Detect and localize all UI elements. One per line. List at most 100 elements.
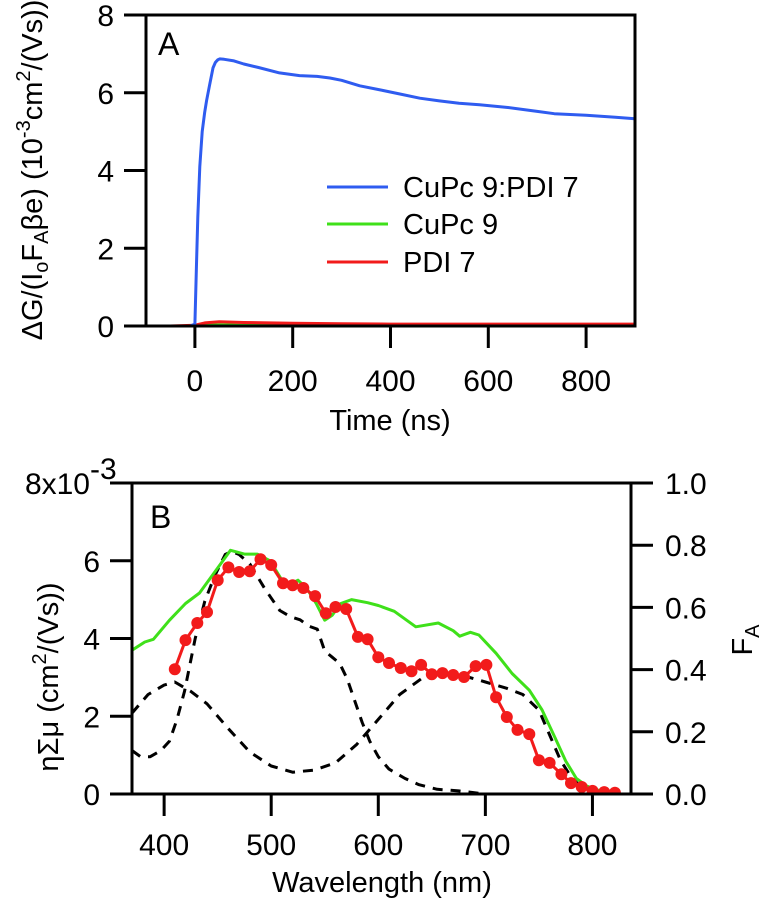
data-point	[480, 658, 493, 671]
data-point	[523, 728, 536, 741]
y-tick-label: 2	[97, 233, 114, 266]
x-tick-label: 600	[463, 365, 513, 398]
series-line-f-a-cupc-like-dashed	[132, 671, 631, 794]
y-tick-label: 0	[83, 779, 100, 812]
data-point	[405, 665, 418, 678]
y-tick-label: 8x10	[25, 468, 90, 501]
panel-a-y-axis-label: ΔG/(IoFAβe) (10-3cm2/(Vs))	[13, 0, 53, 340]
data-point	[222, 561, 235, 574]
y2-label-sub: A	[742, 624, 764, 638]
y2-tick-label: 0.4	[665, 655, 707, 688]
x-tick-label: 800	[567, 829, 617, 862]
data-point	[511, 723, 524, 736]
data-point	[436, 667, 449, 680]
y-label-sub: A	[31, 230, 53, 244]
data-point	[297, 582, 310, 594]
data-point	[319, 607, 332, 620]
legend-item: CuPc 9:PDI 7	[327, 172, 579, 204]
legend-label: CuPc 9:PDI 7	[403, 172, 579, 204]
y-tick-label: 4	[83, 624, 100, 657]
y2-tick-label: 0.2	[665, 717, 707, 750]
panel-b-label: B	[150, 499, 171, 535]
data-point	[168, 663, 181, 676]
panel-b-series	[132, 548, 631, 794]
data-point	[458, 671, 470, 683]
data-point	[265, 559, 278, 571]
data-point	[543, 756, 556, 769]
panel-b-y2-ticks: 0.0 0.2 0.4 0.6 0.8 1.0	[631, 468, 707, 812]
y-label-sup: 2	[13, 70, 35, 81]
panel-a-frame	[144, 13, 637, 328]
data-point	[243, 565, 256, 578]
x-tick-label: 200	[268, 365, 318, 398]
data-point	[340, 603, 353, 615]
panel-b-x-axis-label: Wavelength (nm)	[272, 867, 492, 899]
data-point	[565, 777, 577, 790]
data-point	[598, 786, 611, 794]
y-label-part: F	[17, 244, 49, 262]
legend-label: PDI 7	[403, 247, 476, 279]
data-point	[329, 601, 342, 613]
data-point	[254, 553, 267, 566]
data-point	[608, 786, 621, 794]
y-tick-label: 4	[97, 156, 114, 189]
data-point	[383, 657, 395, 669]
data-point	[351, 630, 364, 643]
data-point	[361, 633, 374, 646]
y2-tick-label: 0.6	[665, 592, 707, 625]
data-point	[500, 711, 513, 723]
y-label-part: ηΣμ (cm	[33, 664, 65, 771]
panel-b-y-axis-label: ηΣμ (cm2/(Vs))	[29, 582, 65, 771]
x-tick-label: 500	[246, 829, 296, 862]
data-point	[179, 634, 192, 647]
x-tick-label: 600	[353, 829, 403, 862]
data-point	[211, 574, 224, 587]
panel-a-x-axis-label: Time (ns)	[329, 405, 450, 437]
data-point	[469, 660, 482, 673]
data-point	[490, 691, 503, 704]
y2-tick-label: 1.0	[665, 468, 707, 501]
series-line-cupc-9-pdi-7	[146, 57, 636, 328]
legend-item: PDI 7	[327, 247, 476, 279]
x-tick-label: 0	[187, 365, 204, 398]
series-line-f-a-pdi-like-dashed	[132, 549, 631, 794]
data-point	[233, 566, 246, 578]
y-label-part: /(Vs))	[33, 582, 65, 653]
series-line-smooth-green	[132, 548, 616, 794]
data-point	[191, 617, 204, 629]
y-label-part: /(Vs))	[17, 0, 49, 70]
data-point	[415, 658, 428, 671]
y-label-sup: -3	[13, 120, 35, 138]
data-point	[447, 669, 460, 681]
y-label-sub: o	[31, 262, 53, 273]
data-point	[277, 577, 289, 590]
panel-b-y2-axis-label: FA	[727, 624, 764, 656]
y-label-part: βe) (10	[17, 138, 49, 230]
data-point	[372, 651, 385, 664]
legend-item: CuPc 9	[327, 209, 498, 241]
data-point	[532, 754, 545, 767]
data-point	[201, 606, 213, 619]
data-point	[309, 590, 322, 603]
y-label-part: ΔG/(I	[17, 273, 49, 341]
x-tick-label: 400	[365, 365, 415, 398]
data-point	[286, 579, 299, 592]
y-tick-label: 8	[97, 0, 114, 33]
x-tick-label: 800	[561, 365, 611, 398]
y-tick-exponent: -3	[90, 453, 117, 486]
data-point	[575, 781, 588, 793]
panel-a-y-ticks: 0 2 4 6 8	[97, 0, 146, 344]
x-tick-label: 400	[139, 829, 189, 862]
y-tick-label: 6	[97, 78, 114, 111]
x-tick-label: 700	[460, 829, 510, 862]
data-point	[586, 784, 599, 794]
panel-a-x-ticks: 0 200 400 600 800	[187, 326, 611, 398]
y-tick-label: 2	[83, 701, 100, 734]
y2-tick-label: 0.0	[665, 779, 707, 812]
y-label-part: cm	[17, 82, 49, 121]
data-point	[555, 768, 568, 781]
data-point	[394, 662, 407, 674]
y-label-sup: 2	[29, 653, 51, 664]
